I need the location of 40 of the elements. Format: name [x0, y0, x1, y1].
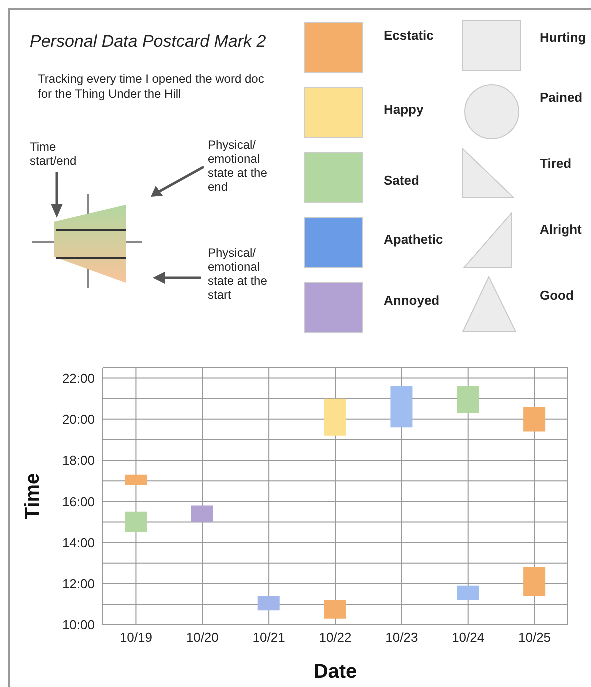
y-axis-title: Time: [22, 473, 44, 520]
text: Pained: [540, 90, 583, 105]
text: Physical/ emotional state at the end: [208, 138, 268, 194]
x-tick-label: 10/20: [186, 630, 219, 646]
y-tick-label: 22:00: [62, 370, 95, 386]
chart-subtitle: Tracking every time I opened the word doc for the Thing Under the Hill: [38, 72, 266, 102]
bar: [125, 474, 147, 486]
bar: [258, 596, 280, 611]
x-tick-label: 10/23: [386, 630, 418, 646]
bar: [191, 506, 214, 522]
y-tick-label: 12:00: [62, 576, 95, 592]
y-tick-label: 14:00: [62, 535, 95, 550]
text: Good: [540, 288, 574, 303]
chart-title: Personal Data Postcard Mark 2: [30, 32, 266, 52]
y-tick-label: 18:00: [62, 453, 95, 468]
x-tick-label: 10/25: [518, 630, 552, 646]
bar: [125, 512, 147, 532]
y-tick-label: 16:00: [62, 494, 95, 510]
text: Sated: [384, 173, 420, 188]
x-tick-label: 10/21: [252, 630, 286, 646]
x-axis-title: Date: [314, 661, 358, 683]
text: Annoyed: [384, 293, 440, 308]
text: Physical/ emotional state at the start: [208, 246, 268, 302]
bar: [390, 386, 413, 428]
text: Happy: [384, 102, 424, 117]
bar: [324, 398, 346, 436]
bar: [457, 386, 480, 414]
text: Hurting: [540, 30, 586, 45]
bar: [457, 586, 480, 600]
x-tick-label: 10/19: [120, 630, 152, 646]
text: Ecstatic: [384, 28, 434, 43]
y-tick-label: 10:00: [62, 618, 95, 633]
bar: [524, 407, 546, 432]
text: Alright: [540, 222, 582, 237]
text: Time start/end: [30, 140, 78, 168]
y-tick-label: 20:00: [62, 412, 95, 428]
x-tick-label: 10/22: [319, 630, 352, 646]
text: Tired: [540, 156, 572, 171]
x-tick-label: 10/24: [452, 630, 485, 646]
text: Apathetic: [384, 232, 444, 247]
